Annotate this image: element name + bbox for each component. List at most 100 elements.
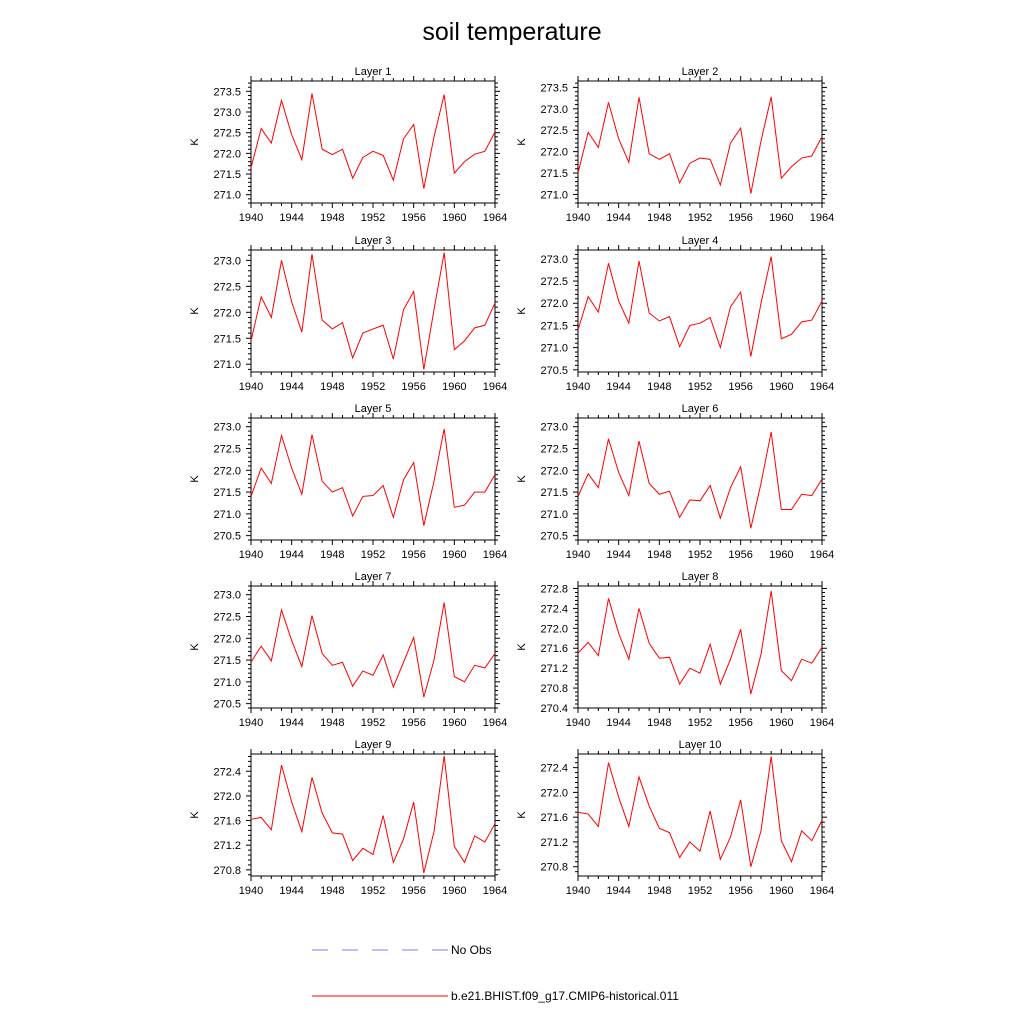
y-tick-label: 270.5 (213, 531, 241, 543)
y-tick-label: 272.5 (213, 128, 241, 140)
panel-frame (250, 753, 496, 877)
x-tick-label: 1960 (442, 381, 466, 393)
series-line-layer-1 (250, 93, 496, 189)
panel-title: Layer 10 (679, 739, 722, 751)
series-line-layer-9 (250, 755, 496, 874)
x-tick-label: 1964 (810, 381, 834, 393)
x-tick-label: 1940 (566, 717, 590, 729)
y-tick-label: 272.0 (540, 147, 568, 159)
x-tick-label: 1944 (606, 885, 630, 897)
y-tick-label: 273.0 (540, 422, 568, 434)
x-tick-label: 1952 (688, 212, 712, 224)
x-tick-label: 1940 (239, 549, 263, 561)
x-tick-label: 1948 (647, 885, 671, 897)
panel-title: Layer 1 (355, 66, 392, 78)
x-tick-label: 1940 (239, 381, 263, 393)
y-tick-label: 271.0 (213, 359, 241, 371)
y-tick-label: 273.5 (540, 82, 568, 94)
panel-title: Layer 3 (355, 235, 392, 247)
y-tick-label: 273.0 (213, 255, 241, 267)
x-tick-label: 1960 (442, 717, 466, 729)
y-tick-label: 272.5 (213, 281, 241, 293)
x-tick-label: 1940 (239, 717, 263, 729)
y-tick-label: 272.0 (540, 623, 568, 635)
x-tick-label: 1956 (728, 717, 752, 729)
x-tick-label: 1956 (728, 381, 752, 393)
y-axis-label: K (516, 643, 528, 651)
panel-layer-5: Layer 5 K 1940 1944 1948 1952 1956 1960 1964 270.… (189, 403, 507, 561)
x-tick-label: 1940 (566, 212, 590, 224)
panel-title: Layer 6 (682, 403, 719, 415)
x-tick-label: 1964 (810, 549, 834, 561)
x-tick-label: 1952 (361, 212, 385, 224)
figure-title: soil temperature (422, 18, 601, 46)
y-tick-label: 271.5 (213, 655, 241, 667)
y-tick-label: 270.5 (213, 699, 241, 711)
x-tick-label: 1948 (320, 212, 344, 224)
y-tick-label: 271.5 (213, 333, 241, 345)
y-tick-label: 271.6 (540, 812, 568, 824)
y-tick-label: 270.4 (540, 703, 568, 715)
x-tick-label: 1956 (728, 549, 752, 561)
y-tick-label: 273.0 (540, 254, 568, 266)
y-tick-label: 272.4 (213, 766, 241, 778)
y-tick-label: 273.0 (213, 422, 241, 434)
x-tick-label: 1960 (442, 549, 466, 561)
panel-layer-8: Layer 8 K 1940 1944 1948 1952 1956 1960 1964 270.… (516, 571, 834, 729)
y-tick-label: 271.0 (213, 190, 241, 202)
y-tick-label: 272.0 (540, 298, 568, 310)
y-tick-label: 273.0 (213, 590, 241, 602)
x-tick-label: 1948 (647, 549, 671, 561)
x-tick-label: 1960 (769, 885, 793, 897)
x-tick-label: 1944 (606, 381, 630, 393)
x-tick-label: 1948 (320, 885, 344, 897)
x-tick-label: 1952 (361, 885, 385, 897)
y-tick-label: 272.5 (540, 125, 568, 137)
series-line-layer-8 (577, 590, 823, 695)
panel-frame (577, 249, 823, 373)
y-tick-label: 271.0 (540, 343, 568, 355)
y-axis-label: K (189, 475, 201, 483)
y-tick-label: 270.8 (213, 865, 241, 877)
series-line-layer-5 (250, 428, 496, 526)
panel-layer-7: Layer 7 K 1940 1944 1948 1952 1956 1960 1964 270.… (189, 571, 507, 729)
y-tick-label: 273.5 (213, 86, 241, 98)
panel-grid: Layer 1 K 1940 1944 1948 1952 1956 1960 1964 271.… (189, 66, 834, 897)
legend-no-obs-label: No Obs (451, 943, 492, 957)
x-tick-label: 1948 (647, 717, 671, 729)
y-tick-label: 270.5 (540, 365, 568, 377)
y-tick-label: 271.2 (540, 837, 568, 849)
panel-title: Layer 4 (682, 235, 719, 247)
y-tick-label: 272.4 (540, 763, 568, 775)
panel-frame (250, 417, 496, 541)
series-line-layer-6 (577, 431, 823, 529)
x-tick-label: 1964 (810, 885, 834, 897)
x-tick-label: 1956 (401, 549, 425, 561)
y-tick-label: 271.0 (213, 509, 241, 521)
x-tick-label: 1952 (688, 549, 712, 561)
y-tick-label: 272.5 (540, 276, 568, 288)
panel-layer-4: Layer 4 K 1940 1944 1948 1952 1956 1960 1964 270.… (516, 235, 834, 393)
x-tick-label: 1948 (320, 381, 344, 393)
x-tick-label: 1956 (401, 717, 425, 729)
panel-title: Layer 9 (355, 739, 392, 751)
panel-layer-9: Layer 9 K 1940 1944 1948 1952 1956 1960 1964 270.… (189, 739, 507, 897)
panel-layer-2: Layer 2 K 1940 1944 1948 1952 1956 1960 1964 271.… (516, 66, 834, 224)
y-tick-label: 271.2 (213, 840, 241, 852)
x-tick-label: 1960 (769, 717, 793, 729)
x-tick-label: 1944 (279, 717, 303, 729)
y-axis-label: K (189, 811, 201, 819)
x-tick-label: 1956 (401, 381, 425, 393)
y-tick-label: 273.0 (213, 107, 241, 119)
panel-title: Layer 8 (682, 571, 719, 583)
x-tick-label: 1944 (279, 549, 303, 561)
y-tick-label: 272.4 (540, 603, 568, 615)
x-tick-label: 1964 (483, 717, 507, 729)
x-tick-label: 1944 (279, 885, 303, 897)
panel-frame (577, 753, 823, 877)
panel-title: Layer 5 (355, 403, 392, 415)
x-tick-label: 1948 (320, 549, 344, 561)
y-tick-label: 270.8 (540, 862, 568, 874)
y-tick-label: 272.0 (213, 791, 241, 803)
